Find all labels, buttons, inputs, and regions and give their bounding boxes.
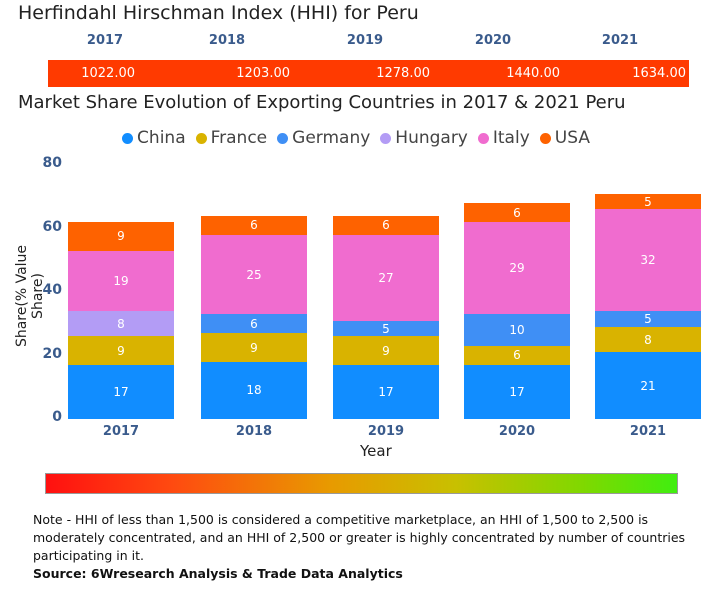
bar-segment-germany-2020: 10 [464,314,570,346]
x-tick-label: 2019 [367,424,405,439]
bar-segment-china-2017: 17 [68,365,174,419]
hhi-year-label: 2021 [601,33,639,48]
hhi-gradient-scale [45,473,678,494]
hhi-value: 1203.00 [236,66,290,81]
bar-segment-usa-2017: 9 [68,222,174,251]
x-tick-label: 2021 [629,424,667,439]
legend-label: Germany [292,128,371,148]
bar-segment-usa-2020: 6 [464,203,570,223]
legend-item-italy: Italy [477,128,530,148]
source-text: Source: 6Wresearch Analysis & Trade Data… [33,566,403,581]
x-tick-label: 2018 [235,424,273,439]
bar-segment-italy-2017: 19 [68,250,174,312]
hhi-year-label: 2017 [86,33,124,48]
legend-label: China [137,128,186,148]
bar-segment-italy-2021: 32 [595,209,701,312]
hhi-year-label: 2020 [474,33,512,48]
bar-segment-germany-2018: 6 [201,314,307,334]
bar-segment-usa-2019: 6 [333,215,439,235]
bar-segment-usa-2021: 5 [595,193,701,210]
legend: China France Germany Hungary Italy USA [0,128,712,148]
legend-item-usa: USA [539,128,590,148]
bar-segment-hungary-2017: 8 [68,311,174,337]
bar-segment-italy-2020: 29 [464,222,570,315]
legend-label: Hungary [395,128,468,148]
bar-segment-germany-2019: 5 [333,320,439,337]
x-tick-label: 2017 [102,424,140,439]
hhi-year-label: 2018 [208,33,246,48]
chart-title: Market Share Evolution of Exporting Coun… [18,92,626,113]
note-text: Note - HHI of less than 1,500 is conside… [33,512,686,563]
hhi-value: 1440.00 [506,66,560,81]
y-tick-label: 60 [42,218,62,235]
x-axis-label: Year [360,442,392,460]
legend-dot [539,132,551,144]
bar-segment-france-2021: 8 [595,326,701,353]
bar-segment-china-2020: 17 [464,365,570,419]
bar-segment-china-2019: 17 [333,365,439,419]
bar-segment-france-2017: 9 [68,336,174,365]
bar-segment-china-2018: 18 [201,361,307,419]
bar-segment-italy-2019: 27 [333,234,439,321]
y-tick-label: 20 [42,345,62,362]
hhi-year-label: 2019 [346,33,384,48]
legend-dot [477,132,489,144]
legend-label: France [210,128,268,148]
bar-segment-france-2019: 9 [333,336,439,365]
bar-segment-france-2020: 6 [464,345,570,366]
hhi-value: 1278.00 [376,66,430,81]
hhi-bar [48,60,689,87]
legend-label: USA [554,128,590,148]
legend-dot [195,132,207,144]
legend-item-china: China [122,128,186,148]
legend-dot [122,132,134,144]
y-tick-label: 40 [42,282,62,298]
x-tick-label: 2020 [498,424,536,439]
hhi-title: Herfindahl Hirschman Index (HHI) for Per… [18,2,419,24]
y-tick-label: 0 [52,409,62,425]
legend-item-france: France [195,128,268,148]
bar-segment-france-2018: 9 [201,333,307,362]
y-tick-label: 80 [42,155,62,171]
legend-item-germany: Germany [277,128,370,148]
hhi-value: 1634.00 [632,66,686,81]
legend-label: Italy [492,128,530,148]
legend-dot [380,132,392,144]
legend-dot [277,132,289,144]
bar-segment-usa-2018: 6 [201,215,307,235]
bar-segment-germany-2021: 5 [595,311,701,327]
bar-segment-italy-2018: 25 [201,234,307,315]
hhi-value: 1022.00 [81,66,135,81]
legend-item-hungary: Hungary [380,128,468,148]
bar-segment-china-2021: 21 [595,352,701,419]
